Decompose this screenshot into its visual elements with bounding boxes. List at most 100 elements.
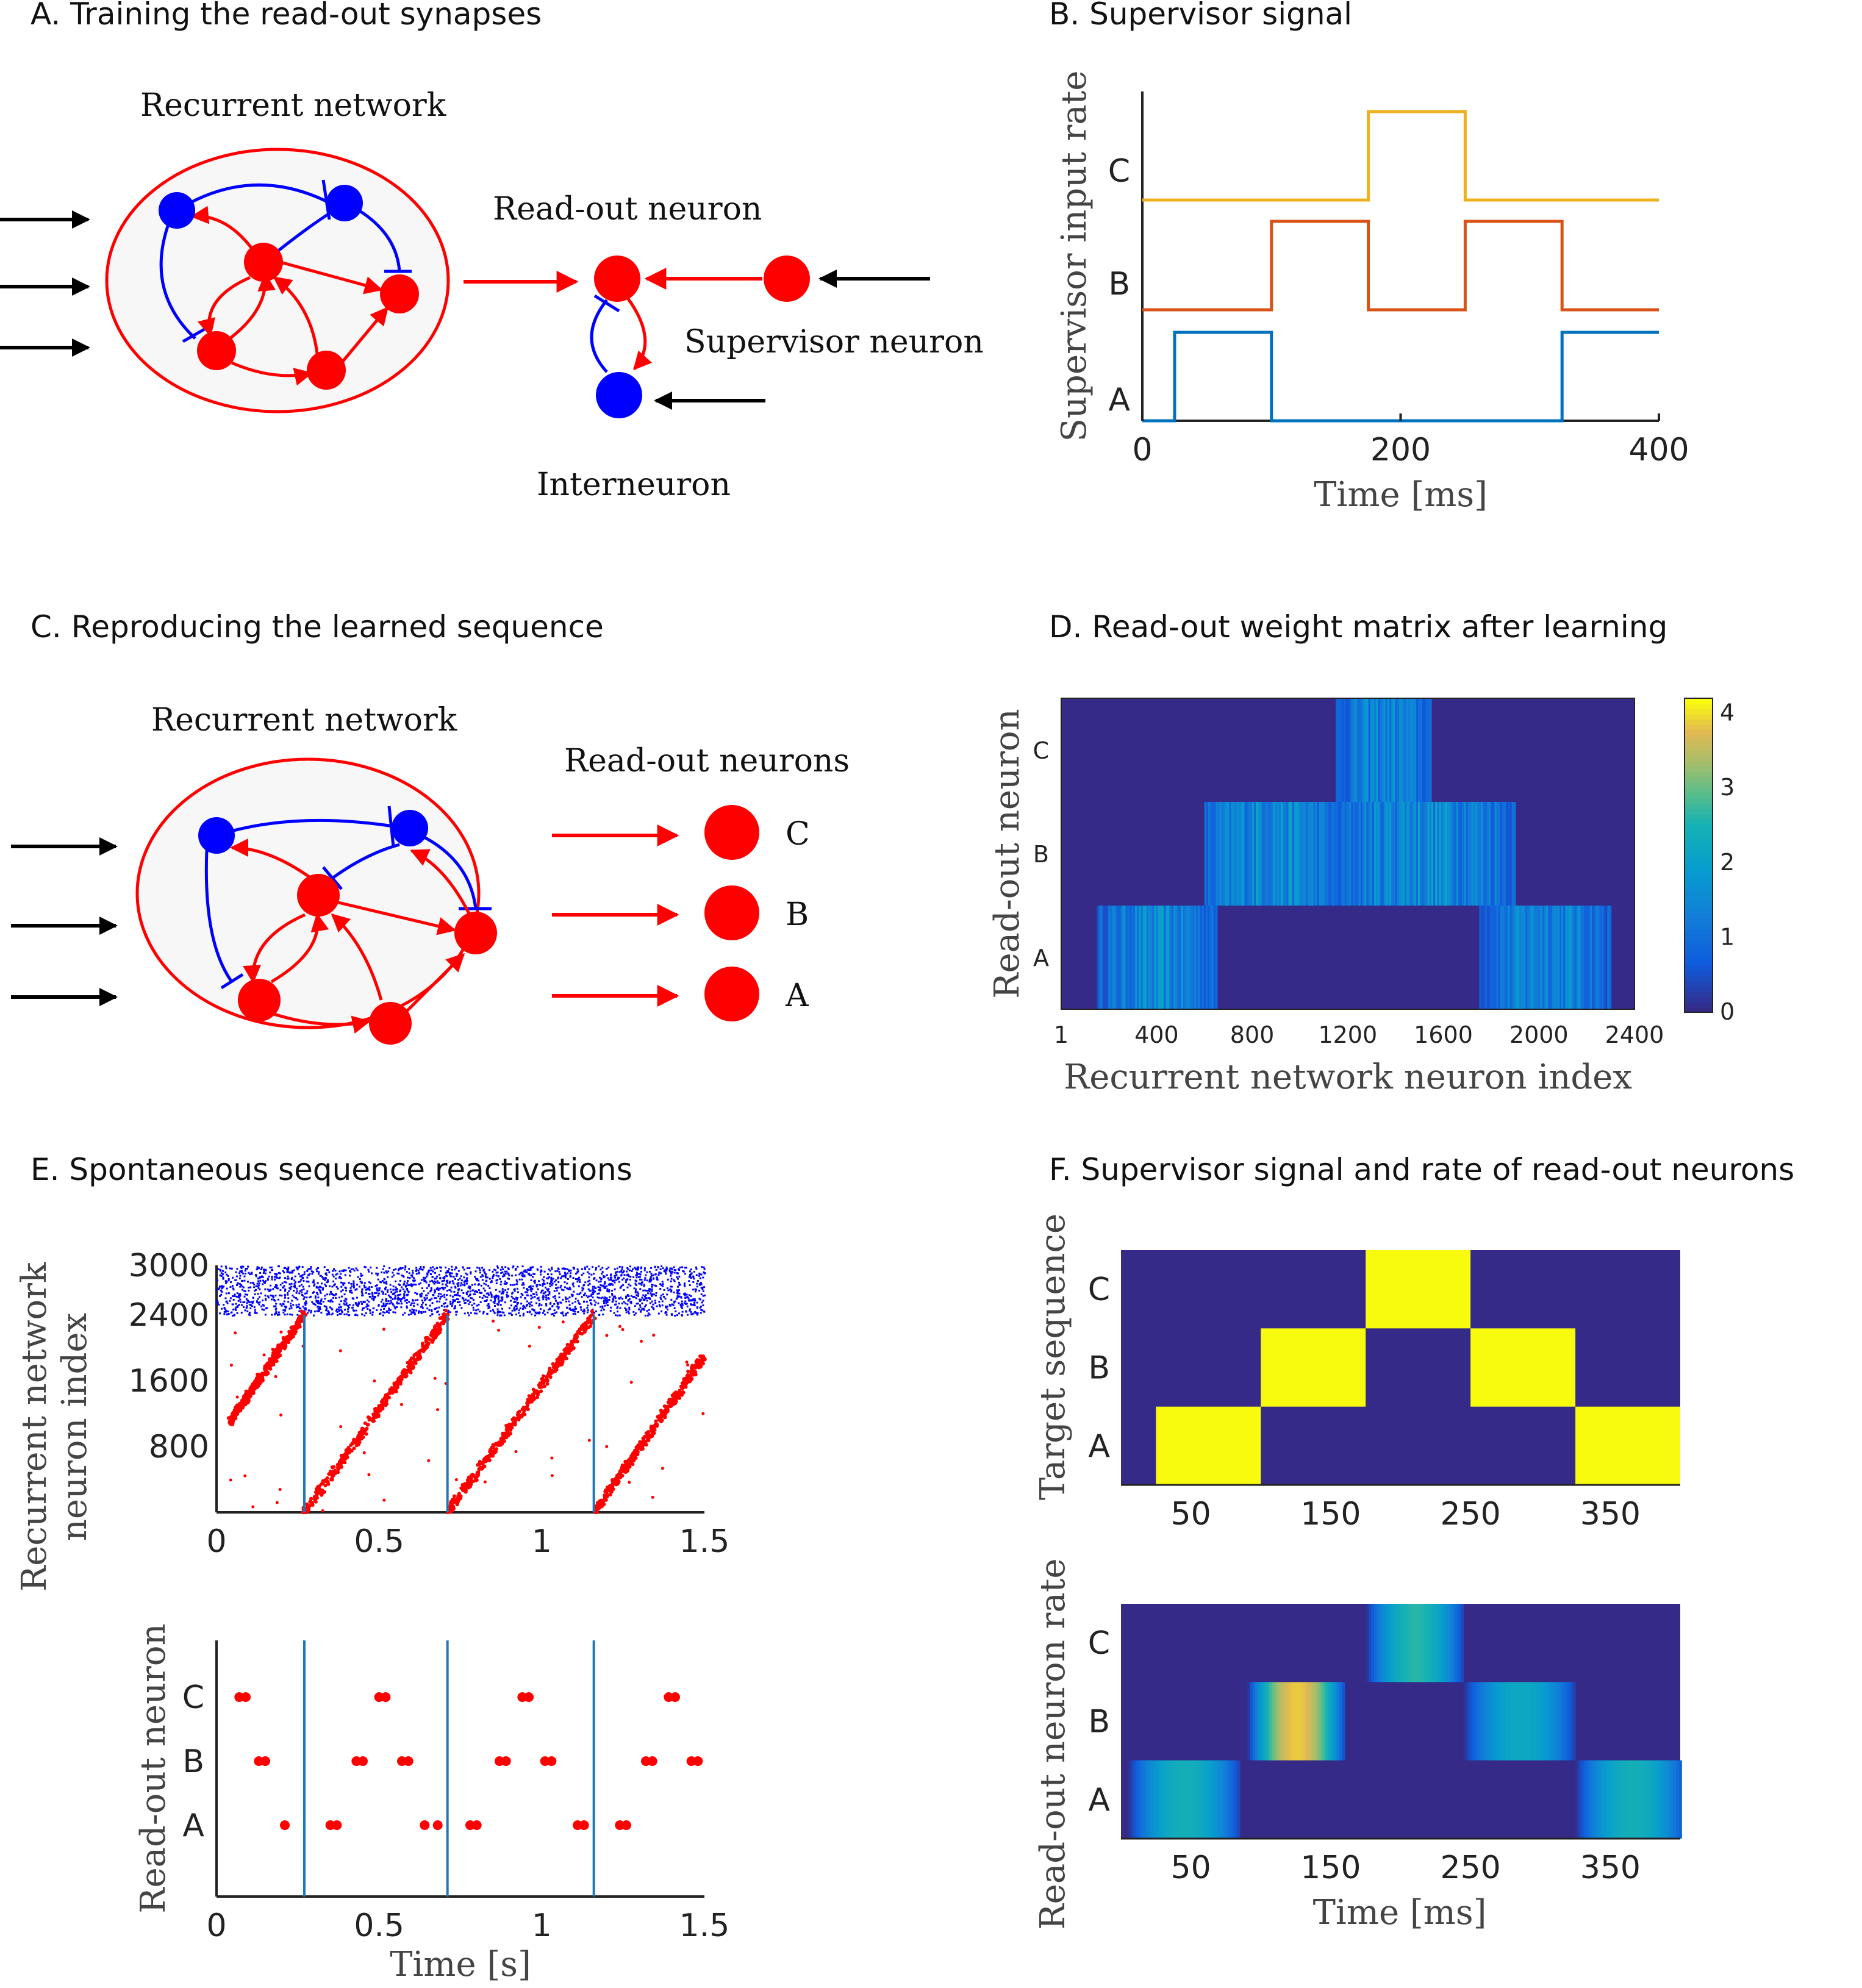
inhibitory-spike [577, 1279, 579, 1281]
x-tick-label: 0.5 [354, 1523, 404, 1560]
inhibitory-spike [530, 1274, 532, 1276]
inhibitory-spike [574, 1301, 576, 1303]
inhibitory-spike [381, 1271, 383, 1273]
heatmap-cell [1181, 906, 1184, 1009]
inhibitory-spike [637, 1303, 639, 1305]
inhibitory-spike [545, 1298, 548, 1301]
inhibitory-spike [695, 1266, 697, 1268]
inhibitory-spike [229, 1297, 232, 1300]
excitatory-spike [474, 1476, 478, 1481]
inhibitory-spike [540, 1270, 543, 1272]
inhibitory-spike [365, 1292, 367, 1294]
inhibitory-spike [310, 1311, 312, 1314]
inhibitory-spike [473, 1293, 475, 1295]
heatmap-cell [1393, 698, 1395, 802]
heatmap-cell [1330, 802, 1333, 906]
inhibitory-spike [434, 1280, 436, 1282]
inhibitory-spike [454, 1285, 456, 1288]
inhibitory-spike [609, 1296, 611, 1298]
inhibitory-spike [383, 1271, 385, 1274]
inhibitory-spike [672, 1304, 675, 1306]
inhibitory-spike [392, 1293, 394, 1295]
heatmap-cell [1273, 802, 1276, 906]
rate-cell-a [1203, 1760, 1207, 1839]
inhibitory-spike [634, 1290, 637, 1292]
inhibitory-spike [625, 1311, 628, 1314]
inhibitory-spike [701, 1266, 703, 1268]
inhibitory-spike [217, 1300, 219, 1303]
inhibitory-spike [551, 1268, 553, 1270]
readout-neuron-c-label: C [786, 816, 810, 853]
inhibitory-spike [648, 1309, 650, 1311]
excitatory-spike [702, 1356, 706, 1360]
inhibitory-spike [230, 1281, 232, 1284]
heatmap-cell [1425, 802, 1428, 906]
excitatory-connection [404, 953, 465, 1014]
inhibitory-spike [703, 1310, 706, 1313]
inhibitory-spike [615, 1279, 617, 1281]
inhibitory-spike [437, 1281, 440, 1284]
inhibitory-neuron [198, 817, 235, 854]
inhibitory-spike [328, 1271, 331, 1273]
heatmap-cell [1140, 906, 1144, 1009]
inhibitory-spike [265, 1298, 267, 1300]
inhibitory-spike [260, 1276, 262, 1279]
inhibitory-spike [237, 1305, 239, 1307]
inhibitory-spike [224, 1308, 226, 1310]
heatmap-cell [1208, 906, 1210, 1009]
inhibitory-spike [388, 1312, 390, 1314]
inhibitory-spike [410, 1311, 413, 1314]
inhibitory-spike [621, 1298, 624, 1300]
inhibitory-spike [286, 1313, 288, 1315]
excitatory-spike [535, 1390, 539, 1394]
colorbar-tick-label: 0 [1720, 998, 1735, 1025]
inhibitory-spike [557, 1306, 560, 1309]
inhibitory-spike [539, 1308, 542, 1310]
inhibitory-spike [637, 1292, 640, 1295]
heatmap-cell [1347, 802, 1350, 906]
inhibitory-spike [329, 1285, 331, 1287]
inhibitory-spike [459, 1295, 461, 1297]
inhibitory-spike [609, 1284, 612, 1286]
inhibitory-spike [557, 1281, 560, 1284]
excitatory-spike [650, 1434, 654, 1438]
inhibitory-spike [231, 1285, 234, 1287]
inhibitory-spike [500, 1283, 502, 1285]
inhibitory-spike [420, 1306, 422, 1308]
inhibitory-spike [360, 1275, 362, 1277]
inhibitory-spike [648, 1270, 651, 1273]
inhibitory-spike [249, 1307, 252, 1309]
inhibitory-spike [529, 1303, 531, 1306]
heatmap-cell [1334, 802, 1337, 906]
heatmap-cell [1305, 802, 1308, 906]
x-tick-label: 1.5 [679, 1908, 730, 1944]
excitatory-spike [253, 1381, 257, 1385]
heatmap-cell [1398, 802, 1402, 906]
rate-cell-a [1161, 1760, 1165, 1839]
inhibitory-spike [492, 1275, 494, 1278]
inhibitory-spike [635, 1274, 637, 1276]
inhibitory-spike [303, 1271, 306, 1273]
inhibitory-spike [621, 1268, 623, 1270]
inhibitory-spike [296, 1290, 298, 1292]
inhibitory-spike [589, 1290, 592, 1292]
inhibitory-spike [224, 1297, 227, 1300]
inhibitory-spike [220, 1285, 222, 1288]
inhibitory-spike [571, 1283, 574, 1285]
inhibitory-spike [495, 1282, 498, 1284]
inhibitory-spike [408, 1272, 410, 1275]
inhibitory-spike [320, 1312, 323, 1314]
inhibitory-spike [469, 1301, 471, 1303]
readout-spike-b [358, 1756, 368, 1766]
inhibitory-spike [292, 1304, 295, 1306]
inhibitory-spike [368, 1270, 370, 1273]
inhibitory-spike [693, 1278, 695, 1280]
inhibitory-spike [683, 1282, 686, 1285]
inhibitory-spike [593, 1304, 596, 1306]
inhibitory-spike [412, 1270, 414, 1272]
y-tick-label: 2400 [129, 1297, 209, 1334]
inhibitory-spike [239, 1270, 242, 1273]
inhibitory-spike [686, 1303, 688, 1305]
inhibitory-spike [367, 1307, 369, 1310]
inhibitory-spike [304, 1304, 307, 1306]
